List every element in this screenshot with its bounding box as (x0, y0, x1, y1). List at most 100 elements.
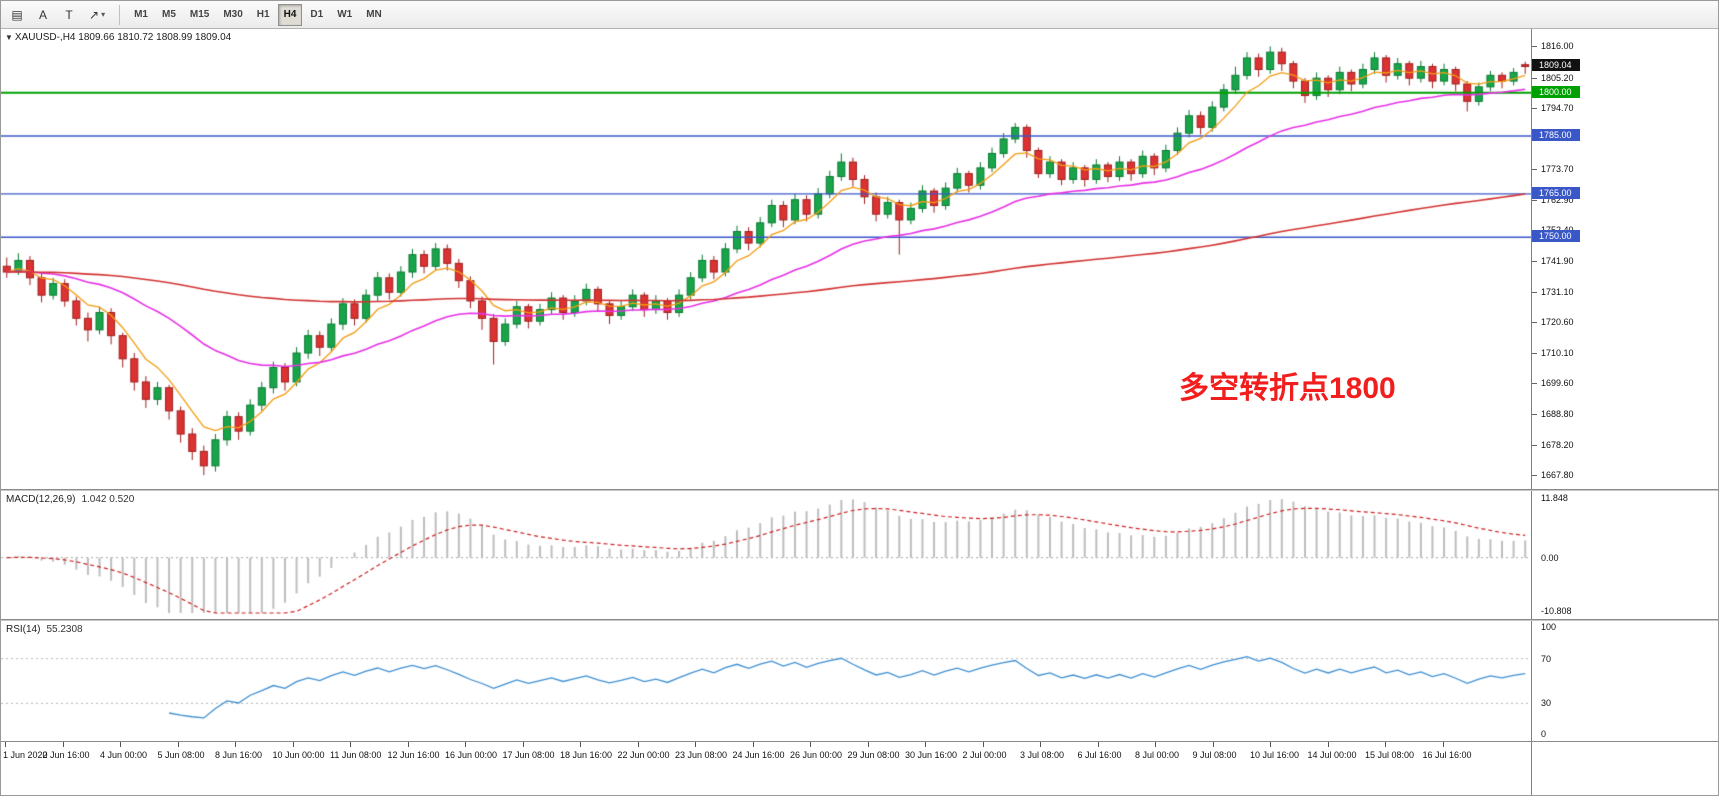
price-badge-1750.00: 1750.00 (1532, 230, 1580, 243)
chart-window-button[interactable]: ▤ (5, 4, 29, 26)
macd-axis[interactable]: 11.848 0.00 -10.808 (1531, 491, 1718, 619)
time-tick-mark (1385, 742, 1386, 747)
time-tick-label: 1 Jun 2020 (3, 750, 48, 760)
time-tick-mark (580, 742, 581, 747)
toolbar-icon-group: ▤ A T ↗ ▾ (5, 4, 111, 26)
price-tick-mark (1532, 383, 1537, 385)
price-tick-mark (1532, 168, 1537, 170)
macd-panel[interactable]: MACD(12,26,9) 1.042 0.520 (1, 491, 1531, 619)
time-tick-label: 30 Jun 16:00 (905, 750, 958, 760)
time-tick-mark (177, 742, 179, 747)
annotation-a-button[interactable]: A (31, 4, 55, 26)
rsi-axis[interactable]: 100 70 30 0 (1531, 621, 1718, 741)
timeframe-mn-button[interactable]: MN (360, 4, 388, 26)
timeframe-button-group: M1 M5 M15 M30 H1 H4 D1 W1 MN (128, 3, 388, 26)
time-tick-label: 17 Jun 08:00 (502, 750, 555, 760)
chart-window-icon: ▤ (11, 7, 23, 22)
price-tick-mark (1532, 199, 1537, 201)
price-tick-label: 1720.60 (1541, 317, 1574, 328)
symbol-ohlc-line: ▼ XAUUSD-,H4 1809.66 1810.72 1808.99 1809… (5, 32, 231, 43)
symbol-label: XAUUSD-,H4 (14, 32, 76, 43)
price-tick-mark (1532, 322, 1537, 324)
time-tick-label: 8 Jun 16:00 (215, 750, 263, 760)
time-tick-label: 24 Jun 16:00 (732, 750, 785, 760)
panel-splitter[interactable] (1, 489, 1718, 491)
rsi-axis-label: 0 (1541, 729, 1547, 739)
time-tick-label: 12 Jun 16:00 (387, 750, 440, 760)
timeframe-m1-button[interactable]: M1 (128, 4, 154, 26)
time-tick-mark (465, 742, 466, 747)
price-tick-mark (1532, 291, 1537, 293)
macd-row: MACD(12,26,9) 1.042 0.520 11.848 0.00 -10.8… (1, 491, 1718, 619)
time-tick-label: 16 Jun 00:00 (445, 750, 498, 760)
chevron-down-icon: ▾ (101, 10, 106, 19)
time-tick-mark (62, 742, 64, 747)
time-tick-mark (522, 742, 524, 747)
timeframe-m30-button[interactable]: M30 (217, 4, 248, 26)
text-tool-button[interactable]: T (57, 4, 81, 26)
time-tick-mark (867, 742, 869, 747)
price-tick-mark (1532, 77, 1537, 79)
timeframe-m15-button[interactable]: M15 (184, 4, 215, 26)
time-tick-label: 4 Jun 00:00 (100, 750, 148, 760)
timeframe-m5-button[interactable]: M5 (156, 4, 182, 26)
time-axis[interactable]: 1 Jun 2020 2 Jun 16:00 4 Jun 00:00 5 Jun 08… (1, 741, 1531, 795)
time-tick-label: 23 Jun 08:00 (675, 750, 728, 760)
price-tick-mark (1532, 46, 1537, 48)
price-chart-area[interactable]: ▼ XAUUSD-,H4 1809.66 1810.72 1808.99 1809… (1, 29, 1531, 489)
price-axis[interactable]: 1816.001805.201794.701773.701762.901752.… (1531, 29, 1718, 489)
time-tick-label: 11 Jun 08:00 (330, 750, 382, 760)
chart-annotation-text: 多空转折点1800 (1179, 372, 1396, 405)
price-tick-label: 1794.70 (1541, 102, 1574, 113)
time-tick-mark (1442, 742, 1444, 747)
time-tick-mark (637, 742, 639, 747)
text-tool-icon: T (65, 7, 73, 22)
time-tick-mark (350, 742, 351, 747)
timeframe-w1-button[interactable]: W1 (331, 4, 358, 26)
macd-axis-label: 0.00 (1541, 552, 1559, 563)
time-tick-mark (1097, 742, 1099, 747)
time-tick-label: 26 Jun 00:00 (790, 750, 843, 760)
rsi-row: RSI(14) 55.2308 100 70 30 0 (1, 621, 1718, 741)
collapse-triangle-icon: ▼ (5, 33, 13, 42)
time-tick-mark (1212, 742, 1214, 747)
price-tick-label: 1699.60 (1541, 378, 1574, 389)
price-tick-mark (1532, 475, 1537, 477)
timeframe-h4-button[interactable]: H4 (277, 3, 303, 26)
time-tick-label: 22 Jun 00:00 (617, 750, 670, 760)
price-tick-label: 1710.10 (1541, 347, 1574, 358)
time-tick-label: 5 Jun 08:00 (157, 750, 205, 760)
price-tick-label: 1773.70 (1541, 163, 1574, 174)
time-tick-label: 2 Jul 00:00 (962, 750, 1007, 760)
price-tick-mark (1532, 414, 1537, 416)
rsi-canvas[interactable] (1, 621, 1531, 741)
timeframe-d1-button[interactable]: D1 (304, 4, 329, 26)
time-tick-label: 14 Jul 00:00 (1307, 750, 1357, 760)
time-tick-mark (120, 742, 121, 747)
time-tick-label: 10 Jun 00:00 (272, 750, 325, 760)
price-tick-mark (1532, 445, 1537, 447)
time-tick-mark (292, 742, 294, 747)
rsi-label: RSI(14) 55.2308 (6, 624, 83, 635)
price-chart-canvas[interactable] (1, 29, 1531, 489)
time-tick-label: 18 Jun 16:00 (560, 750, 613, 760)
axis-corner (1531, 741, 1718, 795)
panel-splitter[interactable] (1, 619, 1718, 621)
annotation-a-icon: A (38, 7, 47, 22)
macd-canvas[interactable] (1, 491, 1531, 619)
time-tick-mark (5, 742, 6, 747)
arrow-objects-icon: ↗ (89, 7, 100, 22)
toolbar-separator (119, 4, 121, 25)
rsi-panel[interactable]: RSI(14) 55.2308 (1, 621, 1531, 741)
rsi-axis-label: 30 (1541, 698, 1552, 709)
arrow-objects-button[interactable]: ↗ ▾ (83, 4, 111, 26)
price-badge-1785.00: 1785.00 (1532, 129, 1580, 142)
macd-values: 1.042 0.520 (81, 494, 135, 505)
timeframe-h1-button[interactable]: H1 (251, 4, 276, 26)
time-tick-mark (695, 742, 696, 747)
price-tick-label: 1816.00 (1541, 41, 1574, 52)
time-tick-mark (925, 742, 926, 747)
rsi-axis-label: 100 (1541, 622, 1557, 632)
price-tick-label: 1762.90 (1541, 194, 1574, 205)
